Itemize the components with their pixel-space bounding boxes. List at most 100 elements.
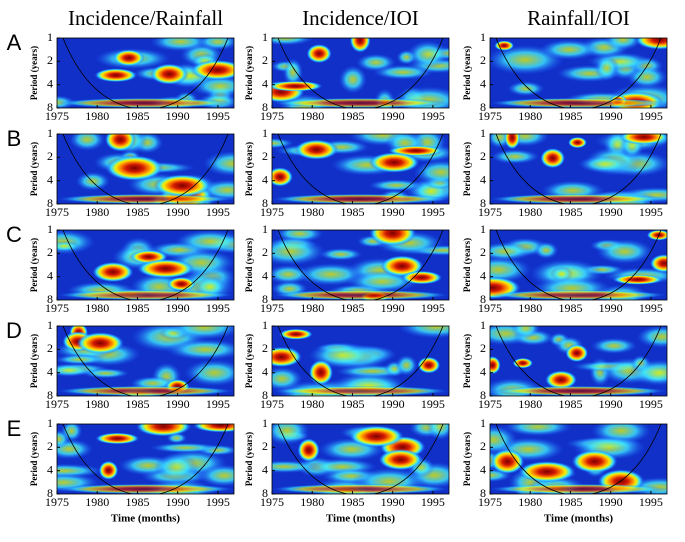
y-axis-label: Period (years)	[29, 46, 39, 100]
cone-of-influence	[277, 424, 348, 494]
cone-of-influence	[591, 38, 662, 108]
heatmap-blob	[649, 254, 667, 273]
y-tick-label: 1	[262, 30, 268, 44]
cone-of-influence	[495, 230, 566, 300]
y-axis-label: Period (years)	[29, 238, 39, 292]
x-tick-label: 1980	[300, 495, 324, 509]
heatmap-blob	[92, 261, 134, 283]
heatmap-blob	[540, 148, 566, 169]
x-tick-label: 1975	[478, 109, 502, 123]
y-tick-label: 2	[480, 245, 486, 259]
cone-of-influence	[277, 230, 348, 300]
heatmap-blob	[369, 230, 417, 247]
heatmap-band	[57, 484, 234, 494]
heatmap-blob	[282, 58, 304, 87]
x-axis-label: Time (months)	[111, 513, 180, 525]
heatmap-blob	[272, 237, 326, 266]
x-tick-label: 1975	[478, 397, 502, 411]
panel-frame	[56, 133, 235, 205]
x-tick-label: 1995	[639, 397, 663, 411]
x-tick-label: 1985	[340, 109, 364, 123]
cone-of-influence	[277, 134, 348, 204]
heatmap-blob	[137, 259, 195, 279]
y-tick-label: 4	[47, 76, 53, 90]
x-tick-label: 1985	[125, 205, 149, 219]
panel	[272, 38, 449, 108]
heatmap-blob	[75, 171, 111, 191]
y-tick-label: 4	[480, 76, 486, 90]
heatmap-blob	[57, 240, 81, 252]
x-tick-label: 1980	[300, 301, 324, 315]
x-tick-label: 1990	[599, 397, 623, 411]
heatmap-blob	[565, 344, 589, 363]
y-tick-label: 1	[47, 222, 53, 236]
cone-of-influence	[495, 38, 566, 108]
heatmap-blob	[318, 248, 363, 261]
row-label: D	[6, 318, 22, 343]
heatmap-blob	[503, 424, 573, 437]
y-axis-label: Period (years)	[462, 432, 472, 486]
heatmap-blob	[646, 230, 667, 241]
heatmap-blob	[550, 266, 574, 282]
x-tick-label: 1980	[85, 301, 109, 315]
y-axis-label: Period (years)	[244, 142, 254, 196]
y-tick-label: 2	[47, 53, 53, 67]
panel-frame	[56, 37, 235, 109]
y-tick-label: 2	[480, 439, 486, 453]
heatmap-blob	[368, 152, 420, 173]
y-tick-label: 8	[262, 292, 268, 306]
cone-of-influence	[62, 38, 133, 108]
x-tick-label: 1985	[340, 495, 364, 509]
y-tick-label: 1	[480, 416, 486, 430]
x-tick-label: 1985	[125, 495, 149, 509]
heatmap-blob	[590, 337, 638, 354]
heatmap-blob	[272, 167, 293, 187]
panel-frame	[489, 37, 668, 109]
x-tick-label: 1980	[518, 109, 542, 123]
x-tick-label: 1975	[260, 397, 284, 411]
panel	[272, 424, 449, 494]
heatmap-blob	[196, 38, 234, 51]
heatmap-blob	[294, 139, 339, 160]
y-tick-label: 2	[47, 149, 53, 163]
y-tick-label: 1	[47, 30, 53, 44]
y-axis-label: Period (years)	[462, 238, 472, 292]
y-tick-label: 1	[480, 318, 486, 332]
heatmap-blob	[165, 339, 234, 360]
heatmap-blob	[619, 134, 667, 145]
y-tick-label: 2	[47, 341, 53, 355]
y-tick-label: 8	[262, 196, 268, 210]
x-tick-label: 1995	[206, 397, 230, 411]
x-tick-label: 1990	[381, 109, 405, 123]
heatmap-band	[490, 386, 667, 396]
x-tick-label: 1985	[340, 397, 364, 411]
x-axis-label: Time (months)	[544, 513, 613, 525]
y-tick-label: 1	[480, 30, 486, 44]
x-tick-label: 1980	[85, 205, 109, 219]
panel-frame	[271, 325, 450, 397]
x-tick-label: 1975	[45, 495, 69, 509]
y-axis-label: Period (years)	[462, 46, 472, 100]
y-tick-label: 1	[262, 416, 268, 430]
heatmap-blob	[507, 81, 545, 96]
heatmap-blob	[81, 368, 130, 379]
y-axis-label: Period (years)	[462, 334, 472, 388]
heatmap-blob	[272, 80, 323, 92]
panel	[272, 230, 449, 300]
x-tick-label: 1990	[166, 397, 190, 411]
x-tick-label: 1990	[599, 109, 623, 123]
heatmap-blob	[202, 150, 234, 177]
cone-of-influence	[158, 326, 229, 396]
heatmap-blob	[184, 359, 234, 387]
heatmap-blob	[197, 464, 234, 487]
y-axis-label: Period (years)	[29, 334, 39, 388]
heatmap-blob	[192, 424, 234, 433]
heatmap-blob	[603, 38, 642, 51]
heatmap-blob	[57, 429, 70, 449]
x-tick-label: 1980	[85, 109, 109, 123]
x-tick-label: 1995	[206, 205, 230, 219]
x-tick-label: 1980	[518, 495, 542, 509]
y-tick-label: 8	[262, 486, 268, 500]
x-tick-label: 1980	[300, 397, 324, 411]
heatmap-blob	[308, 359, 334, 386]
